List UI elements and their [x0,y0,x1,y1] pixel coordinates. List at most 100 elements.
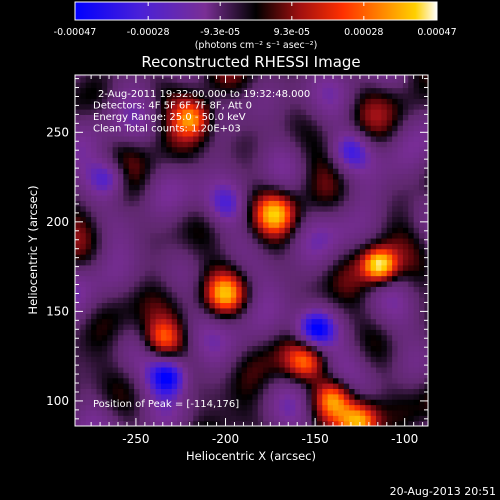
heatmap-cell [306,361,313,368]
heatmap-cell [365,264,372,271]
heatmap-cell [171,270,178,277]
heatmap-cell [322,302,329,309]
heatmap-cell [112,345,119,352]
heatmap-cell [327,125,334,132]
heatmap-cell [252,162,259,169]
heatmap-cell [182,205,189,212]
heatmap-cell [118,87,124,94]
heatmap-cell [402,254,409,261]
heatmap-cell [193,237,200,244]
heatmap-cell [75,135,81,142]
heatmap-cell [225,334,232,341]
heatmap-cell [230,87,237,94]
heatmap-cell [171,345,178,352]
heatmap-cell [392,393,399,400]
heatmap-cell [118,194,124,201]
heatmap-cell [263,114,270,121]
heatmap-cell [209,221,216,228]
heatmap-cell [182,168,189,175]
heatmap-cell [397,87,404,94]
heatmap-cell [322,393,329,400]
heatmap-cell [413,409,420,416]
heatmap-cell [144,114,151,121]
heatmap-cell [349,173,356,180]
heatmap-cell [155,340,162,347]
heatmap-cell [408,313,415,320]
heatmap-cell [402,189,409,196]
heatmap-cell [284,318,291,325]
heatmap-cell [96,404,103,411]
heatmap-cell [306,178,313,185]
heatmap-cell [263,329,270,336]
heatmap-cell [247,340,253,347]
heatmap-cell [171,404,178,411]
colorbar-units-label: (photons cm⁻² s⁻¹ asec⁻²) [195,40,318,51]
heatmap-cell [247,125,253,132]
heatmap-cell [413,76,420,83]
heatmap-cell [333,286,340,293]
heatmap-cell [182,75,189,78]
heatmap-cell [139,340,146,347]
heatmap-cell [123,216,130,223]
heatmap-cell [96,200,103,207]
heatmap-cell [279,157,286,164]
heatmap-cell [365,87,372,94]
heatmap-cell [182,377,189,384]
heatmap-cell [413,323,420,330]
heatmap-cell [193,399,200,406]
heatmap-cell [268,280,275,287]
heatmap-cell [171,340,178,347]
heatmap-cell [198,275,205,282]
heatmap-cell [91,334,98,341]
heatmap-cell [392,103,399,110]
heatmap-cell [268,248,275,255]
heatmap-cell [198,264,205,271]
heatmap-cell [123,103,130,110]
heatmap-cell [80,259,87,266]
heatmap-cell [257,194,264,201]
heatmap-cell [370,361,377,368]
heatmap-cell [187,157,194,164]
heatmap-cell [75,254,81,261]
heatmap-cell [343,420,350,426]
heatmap-cell [381,356,388,363]
heatmap-cell [177,125,184,132]
heatmap-cell [392,227,399,234]
heatmap-cell [257,221,264,228]
heatmap-cell [225,125,232,132]
heatmap-cell [386,75,393,78]
heatmap-cell [295,420,302,426]
heatmap-cell [273,388,280,395]
heatmap-cell [220,361,227,368]
heatmap-cell [327,184,334,191]
heatmap-cell [397,329,404,336]
heatmap-cell [284,178,291,185]
heatmap-cell [75,221,81,228]
heatmap-cell [101,200,108,207]
heatmap-cell [112,216,119,223]
heatmap-cell [424,329,428,336]
heatmap-cell [91,329,98,336]
heatmap-cell [123,409,130,416]
heatmap-cell [177,82,184,89]
heatmap-cell [386,130,393,137]
heatmap-cell [257,350,264,357]
heatmap-cell [402,98,409,105]
heatmap-cell [365,82,372,89]
heatmap-cell [365,383,372,389]
heatmap-cell [171,92,178,99]
heatmap-cell [144,162,151,169]
heatmap-cell [161,345,167,352]
heatmap-cell [107,270,114,277]
heatmap-cell [263,420,270,426]
heatmap-cell [290,162,297,169]
heatmap-cell [354,119,361,126]
heatmap-cell [252,356,259,363]
heatmap-cell [397,216,404,223]
heatmap-cell [107,146,114,153]
heatmap-cell [198,286,205,293]
heatmap-cell [424,383,428,389]
heatmap-cell [424,146,428,153]
heatmap-cell [187,356,194,363]
heatmap-cell [306,146,313,153]
